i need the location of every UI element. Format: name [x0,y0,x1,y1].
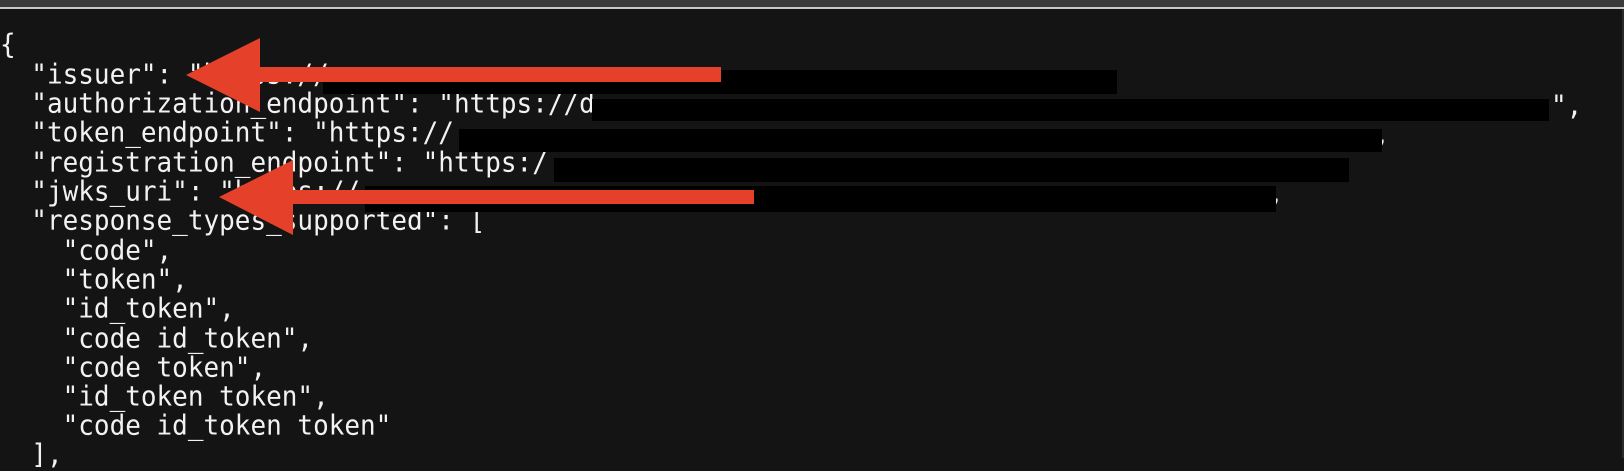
json-line-registration-endpoint: "registration_endpoint": "https:/ [0,147,548,179]
json-array-item: "code", [0,235,173,267]
redaction-box [592,99,1549,121]
json-array-item: "id_token", [0,293,235,325]
arrow-left-icon [186,38,721,112]
json-array-item: "code token", [0,352,267,384]
json-array-item: "code id_token token" [0,410,392,442]
title-bar-divider [0,7,1624,9]
redaction-box [554,158,1349,182]
json-array-item: "code id_token", [0,323,314,355]
redaction-box [459,129,1382,152]
json-array-item: "id_token token", [0,381,329,413]
window-title-bar [0,0,1624,7]
json-line-token-endpoint: "token_endpoint": "https:// [0,117,454,149]
annotation-arrows [186,38,754,235]
json-open-brace: { [0,29,16,61]
window-edge [1622,9,1624,458]
json-array-item: "token", [0,264,188,296]
arrow-left-icon [219,160,754,235]
authorization-suffix: ", [1551,90,1583,122]
